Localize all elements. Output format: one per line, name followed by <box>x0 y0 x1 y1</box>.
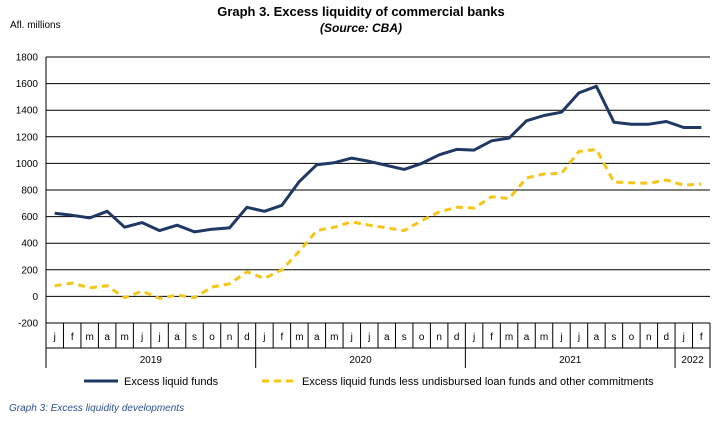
month-tick-label: a <box>384 332 390 343</box>
month-tick-label: j <box>262 332 265 343</box>
month-tick-label: m <box>330 332 338 343</box>
month-tick-label: m <box>120 332 128 343</box>
figure-caption: Graph 3: Excess liquidity developments <box>9 403 185 414</box>
month-tick-label: n <box>646 332 652 343</box>
month-tick-label: m <box>295 332 303 343</box>
month-tick-label: a <box>104 332 110 343</box>
year-tick-label: 2021 <box>559 355 582 366</box>
y-tick-labels: -200 0 200 400 600 800 1000 1200 1400 1600 1800 <box>16 53 39 330</box>
month-tick-label: f <box>700 332 703 343</box>
y-tick-label: -200 <box>18 319 38 330</box>
legend: Excess liquid funds Excess liquid funds l… <box>84 376 654 388</box>
month-tick-label: m <box>505 332 513 343</box>
month-tick-label: d <box>244 332 250 343</box>
month-tick-label: j <box>577 332 580 343</box>
y-tick-label: 1400 <box>16 106 39 117</box>
x-axis: j f m a m j j a s o n d j f m a m j j a s o n d j f m a m j j a s o n d j f20… <box>45 323 711 368</box>
month-tick-label: m <box>540 332 548 343</box>
month-tick-label: a <box>594 332 600 343</box>
month-tick-label: o <box>629 332 635 343</box>
month-tick-label: m <box>86 332 94 343</box>
y-axis-unit-label: Afl. millions <box>10 20 61 31</box>
y-tick-label: 800 <box>21 186 38 197</box>
month-tick-label: f <box>281 332 284 343</box>
month-tick-label: a <box>314 332 320 343</box>
series-line-excess-liquid-funds <box>54 84 702 234</box>
y-tick-label: 1000 <box>16 159 39 170</box>
year-tick-label: 2019 <box>140 355 163 366</box>
y-tick-label: 1200 <box>16 132 39 143</box>
legend-label: Excess liquid funds <box>124 376 219 388</box>
chart-title: Graph 3. Excess liquidity of commercial … <box>217 4 505 19</box>
month-tick-label: o <box>209 332 215 343</box>
y-tick-label: 400 <box>21 239 38 250</box>
month-tick-label: f <box>490 332 493 343</box>
month-tick-label: s <box>192 332 197 343</box>
month-tick-label: f <box>71 332 74 343</box>
month-tick-label: j <box>157 332 160 343</box>
month-tick-label: j <box>53 332 56 343</box>
month-tick-label: j <box>350 332 353 343</box>
month-tick-label: a <box>524 332 530 343</box>
month-tick-label: o <box>419 332 425 343</box>
month-tick-label: s <box>402 332 407 343</box>
month-tick-label: d <box>664 332 670 343</box>
series-line-excess-liquid-funds-less-commitments <box>54 147 702 300</box>
month-tick-label: a <box>174 332 180 343</box>
y-tick-label: 600 <box>21 212 38 223</box>
grid-layer <box>45 56 710 368</box>
y-tick-label: 200 <box>21 265 38 276</box>
y-tick-label: 0 <box>32 292 38 303</box>
month-tick-label: j <box>367 332 370 343</box>
month-tick-label: j <box>559 332 562 343</box>
month-tick-label: n <box>436 332 442 343</box>
year-tick-label: 2020 <box>349 355 372 366</box>
month-tick-label: s <box>611 332 616 343</box>
year-tick-label: 2022 <box>681 355 704 366</box>
series-lines <box>54 84 702 300</box>
month-tick-label: j <box>472 332 475 343</box>
month-tick-label: n <box>227 332 233 343</box>
month-tick-label: j <box>682 332 685 343</box>
chart-subtitle: (Source: CBA) <box>319 21 402 35</box>
y-tick-label: 1600 <box>16 79 39 90</box>
month-tick-label: j <box>140 332 143 343</box>
y-tick-label: 1800 <box>16 53 39 64</box>
legend-label: Excess liquid funds less undisbursed loa… <box>302 376 654 388</box>
month-tick-label: d <box>454 332 460 343</box>
